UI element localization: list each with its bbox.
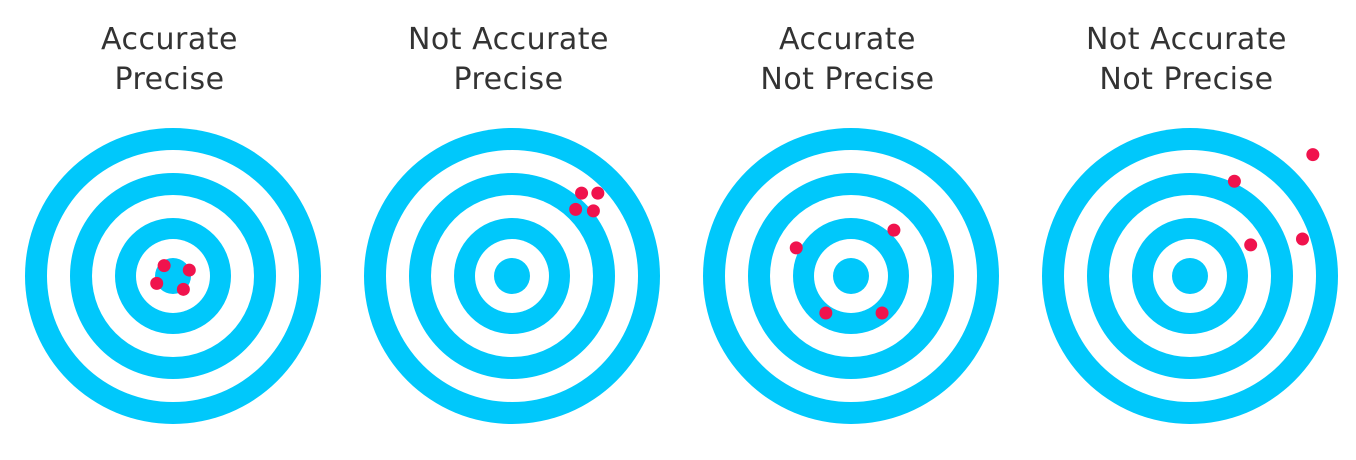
shot-marker	[591, 186, 605, 200]
shot-marker	[157, 259, 171, 273]
shot-marker	[150, 276, 164, 290]
bullseye	[494, 258, 530, 294]
title-line-1: Accurate	[101, 22, 238, 57]
target-diagram	[703, 128, 999, 424]
shot-marker	[182, 263, 196, 277]
bullseye	[1172, 258, 1208, 294]
shot-marker	[575, 186, 589, 200]
title-line-1: Not Accurate	[407, 22, 610, 57]
title-line-1: Accurate	[779, 22, 916, 57]
shot-marker	[586, 204, 600, 218]
target-diagram	[25, 128, 321, 424]
title-line-2: Precise	[453, 62, 564, 97]
shot-marker	[1244, 238, 1258, 252]
panel-not-accurate-precise: Not Accurate Precise	[339, 0, 678, 460]
shot-marker	[887, 223, 901, 237]
panel-title: Not Accurate Not Precise	[1017, 20, 1356, 100]
panel-title: Not Accurate Precise	[339, 20, 678, 100]
target-diagram	[364, 128, 660, 424]
title-line-2: Precise	[114, 62, 225, 97]
panel-accurate-precise: Accurate Precise	[0, 0, 339, 460]
target-diagram	[1042, 128, 1338, 424]
title-line-2: Not Precise	[760, 62, 935, 97]
shot-marker	[819, 306, 833, 320]
shot-marker	[1306, 148, 1320, 162]
title-line-2: Not Precise	[1099, 62, 1274, 97]
panel-not-accurate-not-precise: Not Accurate Not Precise	[1017, 0, 1356, 460]
shot-marker	[569, 202, 583, 216]
shot-marker	[875, 306, 889, 320]
panel-title: Accurate Precise	[0, 20, 339, 100]
panel-title: Accurate Not Precise	[678, 20, 1017, 100]
shot-marker	[176, 282, 190, 296]
panel-accurate-not-precise: Accurate Not Precise	[678, 0, 1017, 460]
shot-marker	[789, 241, 803, 255]
shot-marker	[1227, 174, 1241, 188]
shot-marker	[1295, 232, 1309, 246]
bullseye	[833, 258, 869, 294]
title-line-1: Not Accurate	[1085, 22, 1288, 57]
